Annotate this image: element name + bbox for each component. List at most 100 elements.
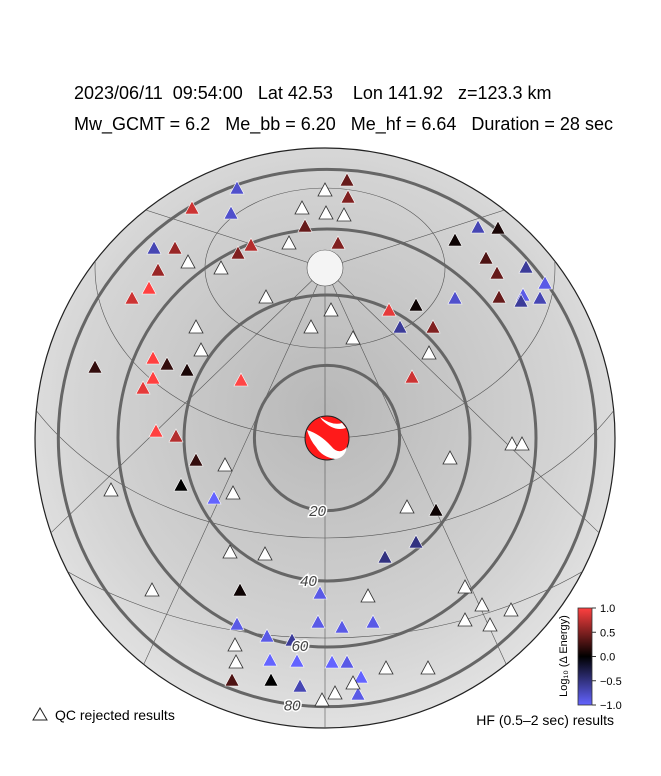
station-rejected — [421, 345, 437, 360]
station — [263, 672, 279, 687]
colorbar-tick-label: 1.0 — [600, 603, 615, 615]
station-rejected — [257, 546, 273, 561]
station — [491, 289, 507, 304]
colorbar-tick-label: −1.0 — [600, 700, 622, 712]
station — [324, 654, 340, 669]
distance-ring — [252, 363, 402, 513]
station-rejected — [442, 450, 458, 465]
station — [259, 628, 275, 643]
station — [173, 477, 189, 492]
station-rejected — [228, 654, 244, 669]
station-rejected — [420, 660, 436, 675]
colorbar-tick-label: 0.5 — [600, 627, 615, 639]
legend-hf: HF (0.5–2 sec) results — [476, 712, 614, 728]
station — [145, 350, 161, 365]
header-line2: Mw_GCMT = 6.2 Me_bb = 6.20 Me_hf = 6.64 … — [74, 114, 613, 135]
distance-ring — [182, 293, 472, 583]
distance-ring — [116, 227, 538, 649]
distance-ring — [56, 167, 598, 709]
station — [230, 245, 246, 260]
distance-rings — [56, 167, 598, 709]
header-line1: 2023/06/11 09:54:00 Lat 42.53 Lon 141.92… — [74, 83, 552, 103]
station — [284, 632, 300, 647]
station-rejected — [227, 637, 243, 652]
station — [229, 180, 245, 195]
station-rejected — [314, 692, 330, 707]
station — [262, 652, 278, 667]
station-rejected — [222, 544, 238, 559]
stations — [87, 172, 553, 707]
station — [223, 205, 239, 220]
station-rejected — [303, 319, 319, 334]
station — [297, 218, 313, 233]
station — [146, 240, 162, 255]
station-rejected — [336, 207, 352, 222]
station — [428, 502, 444, 517]
station — [350, 686, 366, 701]
station — [447, 232, 463, 247]
station-rejected — [225, 485, 241, 500]
colorbar-label: Log₁₀ (Δ Energy) — [558, 615, 570, 697]
station-rejected — [323, 302, 339, 317]
station — [206, 490, 222, 505]
station-rejected — [514, 436, 530, 451]
station — [404, 369, 420, 384]
station — [353, 669, 369, 684]
station — [532, 290, 548, 305]
station-rejected — [318, 205, 334, 220]
station — [167, 240, 183, 255]
station-rejected — [327, 685, 343, 700]
station-rejected — [345, 330, 361, 345]
station — [381, 302, 397, 317]
station — [87, 359, 103, 374]
station-rejected — [188, 319, 204, 334]
station — [150, 262, 166, 277]
station — [339, 654, 355, 669]
station-rejected — [103, 482, 119, 497]
station-rejected — [144, 582, 160, 597]
station — [334, 619, 350, 634]
station — [478, 250, 494, 265]
station-rejected — [317, 182, 333, 197]
station — [392, 319, 408, 334]
station — [184, 200, 200, 215]
colorbar-tick-label: 0.0 — [600, 652, 615, 664]
station — [489, 265, 505, 280]
station — [124, 290, 140, 305]
station — [425, 319, 441, 334]
station — [135, 380, 151, 395]
station — [289, 653, 305, 668]
station — [179, 362, 195, 377]
station — [470, 219, 486, 234]
station-rejected — [378, 660, 394, 675]
station — [330, 235, 346, 250]
station — [408, 534, 424, 549]
colorbar-scale — [577, 607, 593, 706]
ring-label: 40 — [300, 573, 317, 590]
station-rejected — [193, 342, 209, 357]
station-rejected — [504, 436, 520, 451]
station — [447, 290, 463, 305]
station-rejected — [180, 254, 196, 269]
station — [232, 582, 248, 597]
station-rejected — [258, 289, 274, 304]
station — [408, 297, 424, 312]
station — [233, 372, 249, 387]
station — [490, 220, 506, 235]
colorbar-tick-label: −0.5 — [600, 676, 622, 688]
station — [141, 280, 157, 295]
station — [365, 614, 381, 629]
colorbar: Log₁₀ (Δ Energy) 1.0 0.5 0.0 −0.5 −1.0 — [558, 603, 622, 712]
station — [224, 672, 240, 687]
station — [148, 423, 164, 438]
legend-rejected-symbol — [32, 707, 48, 721]
station-rejected — [294, 200, 310, 215]
station-rejected — [360, 588, 376, 603]
station — [340, 189, 356, 204]
station-rejected — [213, 260, 229, 275]
station — [310, 614, 326, 629]
station — [377, 549, 393, 564]
station-rejected — [399, 499, 415, 514]
station-rejected — [457, 612, 473, 627]
